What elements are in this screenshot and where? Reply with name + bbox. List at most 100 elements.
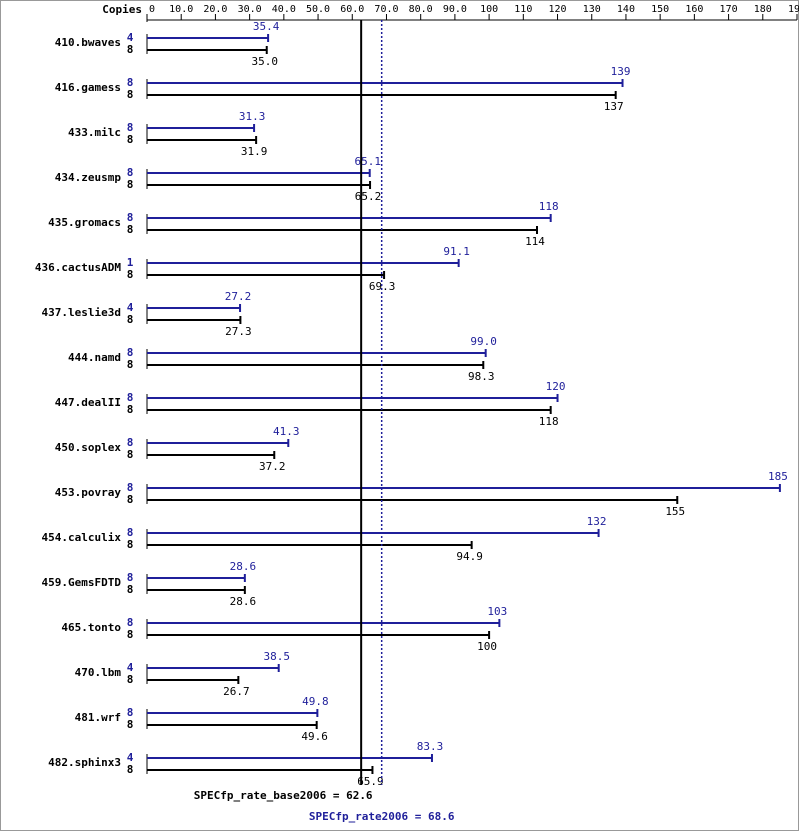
value-label: 41.3 (273, 425, 300, 438)
value-label: 37.2 (259, 460, 286, 473)
copies-label: 8 (127, 493, 134, 506)
value-label: 137 (604, 100, 624, 113)
copies-label: 8 (127, 178, 134, 191)
x-tick-label: 10.0 (169, 4, 193, 15)
copies-label: 8 (127, 583, 134, 596)
category-label: 482.sphinx3 (48, 756, 121, 769)
copies-label: 8 (127, 133, 134, 146)
x-tick-label: 0 (149, 4, 155, 15)
value-label: 26.7 (223, 685, 250, 698)
x-tick-label: 80.0 (409, 4, 433, 15)
copies-label: 8 (127, 223, 134, 236)
value-label: 100 (477, 640, 497, 653)
copies-label: 8 (127, 616, 134, 629)
category-label: 444.namd (68, 351, 121, 364)
reference-label: SPECfp_rate2006 = 68.6 (309, 810, 455, 823)
category-label: 410.bwaves (55, 36, 121, 49)
x-tick-label: 120 (548, 4, 566, 15)
copies-label: 8 (127, 88, 134, 101)
copies-label: 4 (127, 751, 134, 764)
value-label: 139 (611, 65, 631, 78)
copies-label: 8 (127, 481, 134, 494)
value-label: 31.9 (241, 145, 268, 158)
category-label: 453.povray (55, 486, 122, 499)
copies-label: 8 (127, 628, 134, 641)
x-tick-label: 190 (788, 4, 799, 15)
copies-label: 1 (127, 256, 134, 269)
reference-label: SPECfp_rate_base2006 = 62.6 (194, 789, 373, 802)
category-label: 459.GemsFDTD (42, 576, 122, 589)
value-label: 28.6 (230, 560, 257, 573)
category-label: 447.dealII (55, 396, 121, 409)
copies-label: 4 (127, 661, 134, 674)
value-label: 28.6 (230, 595, 257, 608)
x-tick-label: 30.0 (238, 4, 262, 15)
copies-label: 8 (127, 43, 134, 56)
value-label: 35.4 (253, 20, 280, 33)
copies-label: 8 (127, 391, 134, 404)
value-label: 49.8 (302, 695, 329, 708)
copies-label: 8 (127, 673, 134, 686)
x-tick-label: 60.0 (340, 4, 364, 15)
value-label: 120 (546, 380, 566, 393)
category-label: 465.tonto (61, 621, 121, 634)
value-label: 94.9 (456, 550, 483, 563)
value-label: 69.3 (369, 280, 396, 293)
category-label: 470.lbm (75, 666, 122, 679)
value-label: 27.2 (225, 290, 252, 303)
value-label: 155 (665, 505, 685, 518)
copies-label: 8 (127, 76, 134, 89)
value-label: 38.5 (263, 650, 290, 663)
x-tick-label: 90.0 (443, 4, 467, 15)
copies-label: 8 (127, 571, 134, 584)
copies-label: 8 (127, 448, 134, 461)
copies-label: 8 (127, 268, 134, 281)
copies-label: 8 (127, 763, 134, 776)
copies-label: 8 (127, 313, 134, 326)
copies-label: 8 (127, 403, 134, 416)
value-label: 65.1 (354, 155, 381, 168)
value-label: 35.0 (251, 55, 278, 68)
value-label: 114 (525, 235, 545, 248)
category-label: 433.milc (68, 126, 121, 139)
copies-label: 8 (127, 211, 134, 224)
x-tick-label: 100 (480, 4, 498, 15)
x-tick-label: 110 (514, 4, 532, 15)
value-label: 91.1 (443, 245, 470, 258)
category-label: 454.calculix (42, 531, 122, 544)
value-label: 103 (487, 605, 507, 618)
category-label: 450.soplex (55, 441, 122, 454)
x-tick-label: 170 (720, 4, 738, 15)
category-label: 434.zeusmp (55, 171, 122, 184)
x-tick-label: 160 (685, 4, 703, 15)
copies-label: 4 (127, 31, 134, 44)
copies-label: 8 (127, 436, 134, 449)
x-tick-label: 150 (651, 4, 669, 15)
copies-label: 8 (127, 121, 134, 134)
category-label: 437.leslie3d (42, 306, 121, 319)
x-tick-label: 70.0 (374, 4, 398, 15)
value-label: 118 (539, 415, 559, 428)
copies-label: 8 (127, 346, 134, 359)
copies-label: 8 (127, 718, 134, 731)
value-label: 98.3 (468, 370, 495, 383)
value-label: 99.0 (470, 335, 497, 348)
value-label: 65.9 (357, 775, 384, 788)
copies-label: 8 (127, 706, 134, 719)
copies-header: Copies (102, 3, 142, 16)
category-label: 436.cactusADM (35, 261, 121, 274)
x-tick-label: 130 (583, 4, 601, 15)
category-label: 481.wrf (75, 711, 121, 724)
x-tick-label: 140 (617, 4, 635, 15)
copies-label: 4 (127, 301, 134, 314)
category-label: 416.gamess (55, 81, 121, 94)
value-label: 185 (768, 470, 788, 483)
value-label: 27.3 (225, 325, 252, 338)
value-label: 65.2 (355, 190, 382, 203)
x-tick-label: 40.0 (272, 4, 296, 15)
value-label: 118 (539, 200, 559, 213)
x-tick-label: 180 (754, 4, 772, 15)
value-label: 31.3 (239, 110, 266, 123)
